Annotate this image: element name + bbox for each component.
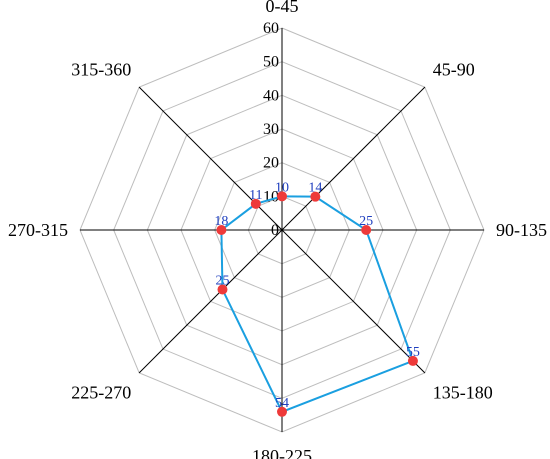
axis-spoke	[281, 229, 426, 374]
axis-spoke	[138, 86, 283, 231]
category-label: 90-135	[496, 220, 547, 240]
category-labels: 0-45 45-90 90-135 135-180 180-225 225-270 270-…	[8, 0, 547, 459]
data-point	[407, 355, 418, 366]
data-point	[361, 225, 372, 235]
category-label: 135-180	[433, 383, 493, 403]
data-series	[216, 191, 418, 417]
data-label: 11	[249, 188, 262, 203]
data-label: 25	[359, 214, 373, 229]
category-label: 270-315	[8, 220, 68, 240]
data-point	[277, 191, 287, 202]
radial-tick-label: 30	[263, 121, 279, 138]
data-labels: 10 14 25 55 54 25 18 11	[214, 180, 420, 410]
data-point	[277, 406, 287, 417]
data-label: 18	[214, 214, 228, 229]
axis-spoke	[138, 229, 283, 374]
data-label: 55	[406, 345, 420, 360]
data-label: 14	[308, 181, 322, 196]
data-label: 10	[275, 180, 289, 195]
category-label: 225-270	[71, 383, 131, 403]
radial-tick-label: 60	[263, 20, 279, 37]
data-point	[217, 284, 228, 295]
category-label: 0-45	[266, 0, 299, 16]
axis-spoke	[281, 86, 426, 231]
data-point	[250, 198, 261, 209]
radial-tick-label: 40	[263, 87, 279, 104]
data-point	[216, 225, 227, 235]
radial-tick-label: 20	[263, 155, 279, 172]
series-line	[220, 195, 415, 414]
data-label: 25	[215, 274, 229, 289]
data-label: 54	[275, 396, 289, 411]
category-label: 315-360	[71, 59, 131, 79]
category-label: 180-225	[252, 446, 312, 459]
radar-axes	[80, 28, 484, 432]
category-label: 45-90	[433, 59, 475, 79]
radial-tick-label: 0	[271, 222, 279, 239]
data-point	[310, 191, 321, 202]
radial-tick-label: 50	[263, 54, 279, 71]
